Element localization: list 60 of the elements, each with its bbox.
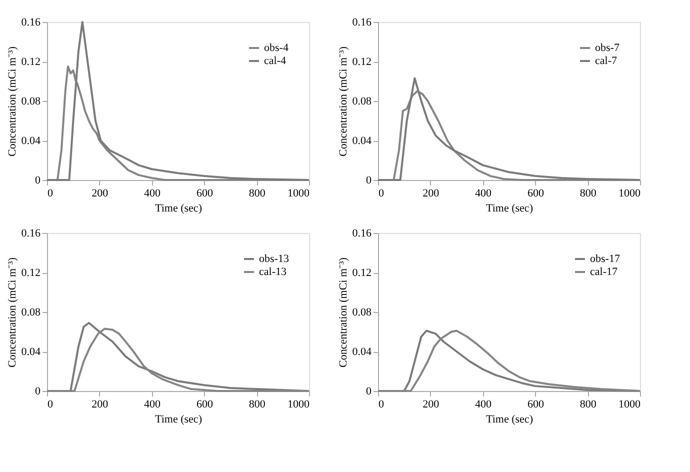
y-tick-label: 0.12 bbox=[352, 267, 372, 279]
x-tick-label: 400 bbox=[475, 188, 492, 200]
y-tick-label: 0.12 bbox=[21, 267, 40, 279]
x-axis-title: Time (sec) bbox=[486, 414, 534, 426]
x-tick-label: 1000 bbox=[618, 398, 641, 410]
x-tick-label: 0 bbox=[48, 188, 54, 200]
y-tick-label: 0.16 bbox=[352, 16, 372, 28]
x-tick-label: 800 bbox=[248, 398, 266, 410]
x-tick-label: 400 bbox=[144, 188, 162, 200]
legend-label: cal-13 bbox=[259, 266, 287, 278]
legend-label: cal-7 bbox=[595, 55, 618, 67]
y-tick-label: 0.08 bbox=[21, 96, 41, 108]
x-tick-label: 800 bbox=[580, 188, 597, 200]
y-axis-title: Concentration (mCi m⁻³) bbox=[6, 46, 18, 156]
x-tick-label: 600 bbox=[196, 188, 214, 200]
x-axis-title: Time (sec) bbox=[486, 202, 534, 214]
x-tick-label: 600 bbox=[527, 188, 544, 200]
y-tick-label: 0.08 bbox=[352, 306, 372, 318]
legend-label: obs-17 bbox=[590, 253, 620, 265]
x-tick-label: 0 bbox=[48, 398, 54, 410]
y-tick-label: 0.08 bbox=[21, 306, 41, 318]
x-tick-label: 400 bbox=[144, 398, 162, 410]
y-tick-label: 0.16 bbox=[21, 228, 41, 240]
y-tick-label: 0 bbox=[366, 174, 372, 186]
y-tick-label: 0.04 bbox=[352, 135, 372, 147]
legend-label: obs-7 bbox=[595, 42, 620, 54]
x-tick-label: 800 bbox=[248, 188, 266, 200]
y-axis-title: Concentration (mCi m⁻³) bbox=[337, 257, 350, 368]
x-axis-title: Time (sec) bbox=[155, 202, 202, 214]
legend-label: cal-4 bbox=[264, 55, 286, 67]
x-axis-title: Time (sec) bbox=[155, 414, 202, 426]
x-tick-label: 0 bbox=[378, 398, 384, 410]
x-tick-label: 1000 bbox=[618, 188, 641, 200]
x-tick-label: 200 bbox=[92, 188, 109, 200]
y-tick-label: 0.12 bbox=[21, 56, 40, 68]
y-tick-label: 0 bbox=[366, 386, 372, 398]
y-tick-label: 0.08 bbox=[352, 96, 372, 108]
y-tick-label: 0.04 bbox=[21, 135, 41, 147]
x-tick-label: 600 bbox=[196, 398, 214, 410]
x-tick-label: 200 bbox=[422, 188, 440, 200]
x-tick-label: 800 bbox=[580, 398, 597, 410]
legend-label: obs-4 bbox=[264, 42, 289, 54]
x-tick-label: 1000 bbox=[288, 398, 310, 410]
y-tick-label: 0.12 bbox=[352, 56, 372, 68]
y-tick-label: 0.16 bbox=[352, 228, 372, 240]
x-tick-label: 200 bbox=[92, 398, 109, 410]
x-tick-label: 600 bbox=[527, 398, 544, 410]
legend-label: obs-13 bbox=[259, 253, 290, 265]
y-tick-label: 0.04 bbox=[352, 346, 372, 358]
y-tick-label: 0.16 bbox=[21, 16, 41, 28]
x-tick-label: 1000 bbox=[288, 188, 310, 200]
legend-label: cal-17 bbox=[590, 266, 618, 278]
x-tick-label: 0 bbox=[378, 188, 384, 200]
y-tick-label: 0.04 bbox=[21, 346, 41, 358]
x-tick-label: 400 bbox=[475, 398, 492, 410]
x-tick-label: 200 bbox=[422, 398, 440, 410]
y-tick-label: 0 bbox=[35, 174, 41, 186]
y-axis-title: Concentration (mCi m⁻³) bbox=[6, 257, 18, 368]
y-tick-label: 0 bbox=[35, 386, 41, 398]
y-axis-title: Concentration (mCi m⁻³) bbox=[337, 46, 350, 156]
